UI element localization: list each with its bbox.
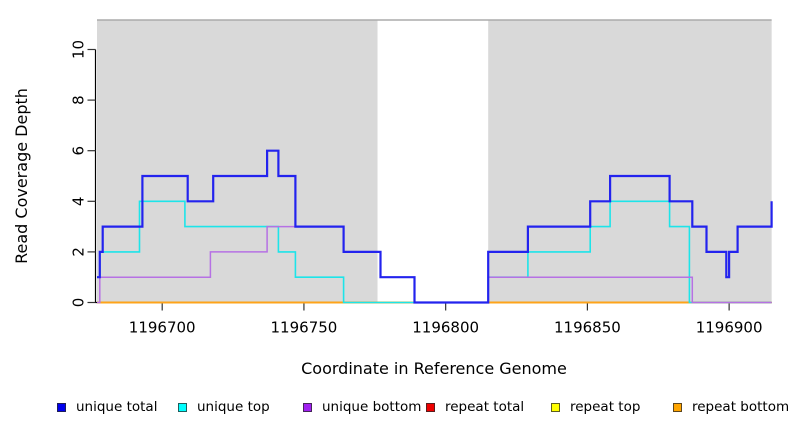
- legend-swatch-repeat-top: [551, 402, 560, 412]
- unique-total-line: [97, 149, 773, 304]
- x-tick-label: 1196750: [271, 319, 338, 337]
- legend-label: unique total: [76, 399, 158, 415]
- x-tick-label: 1196850: [554, 319, 621, 337]
- legend-swatch-repeat-total: [426, 402, 435, 412]
- x-tick-label: 1196800: [412, 319, 479, 337]
- legend-item-unique-total: unique total: [57, 398, 157, 416]
- covered-region-left: [97, 20, 378, 303]
- y-tick-label: 0: [70, 298, 88, 308]
- gap-region: [377, 20, 489, 303]
- y-tick-label: 4: [70, 197, 88, 207]
- y-tick-label: 8: [70, 95, 88, 105]
- x-tick-label: 1196900: [696, 319, 763, 337]
- y-tick-label: 6: [70, 146, 88, 156]
- legend-swatch-unique-bottom: [303, 402, 312, 412]
- x-tick-label: 1196700: [129, 319, 196, 337]
- legend-label: repeat top: [570, 399, 641, 415]
- legend-item-repeat-total: repeat total: [426, 398, 524, 416]
- legend-swatch-unique-top: [178, 402, 187, 412]
- legend-swatch-repeat-bottom: [673, 402, 682, 412]
- y-tick-label: 10: [70, 40, 88, 59]
- legend-item-unique-top: unique top: [178, 398, 270, 416]
- legend-swatch-unique-total: [57, 402, 66, 412]
- legend-label: unique bottom: [322, 399, 422, 415]
- y-tick-label: 2: [70, 247, 88, 257]
- legend-item-repeat-top: repeat top: [551, 398, 640, 416]
- y-axis-title: Read Coverage Depth: [12, 88, 31, 264]
- legend-item-repeat-bottom: repeat bottom: [673, 398, 789, 416]
- legend-item-unique-bottom: unique bottom: [303, 398, 421, 416]
- x-axis-title: Coordinate in Reference Genome: [301, 359, 567, 378]
- legend-label: repeat bottom: [692, 399, 790, 415]
- legend-label: unique top: [197, 399, 270, 415]
- covered-region-right: [488, 20, 772, 303]
- legend-label: repeat total: [445, 399, 525, 415]
- legend: unique total unique top unique bottom repea…: [0, 398, 792, 422]
- chart-layers: 0 2 4 6 8 10 1196700 1196750 1196800 1196850 11969…: [70, 19, 773, 337]
